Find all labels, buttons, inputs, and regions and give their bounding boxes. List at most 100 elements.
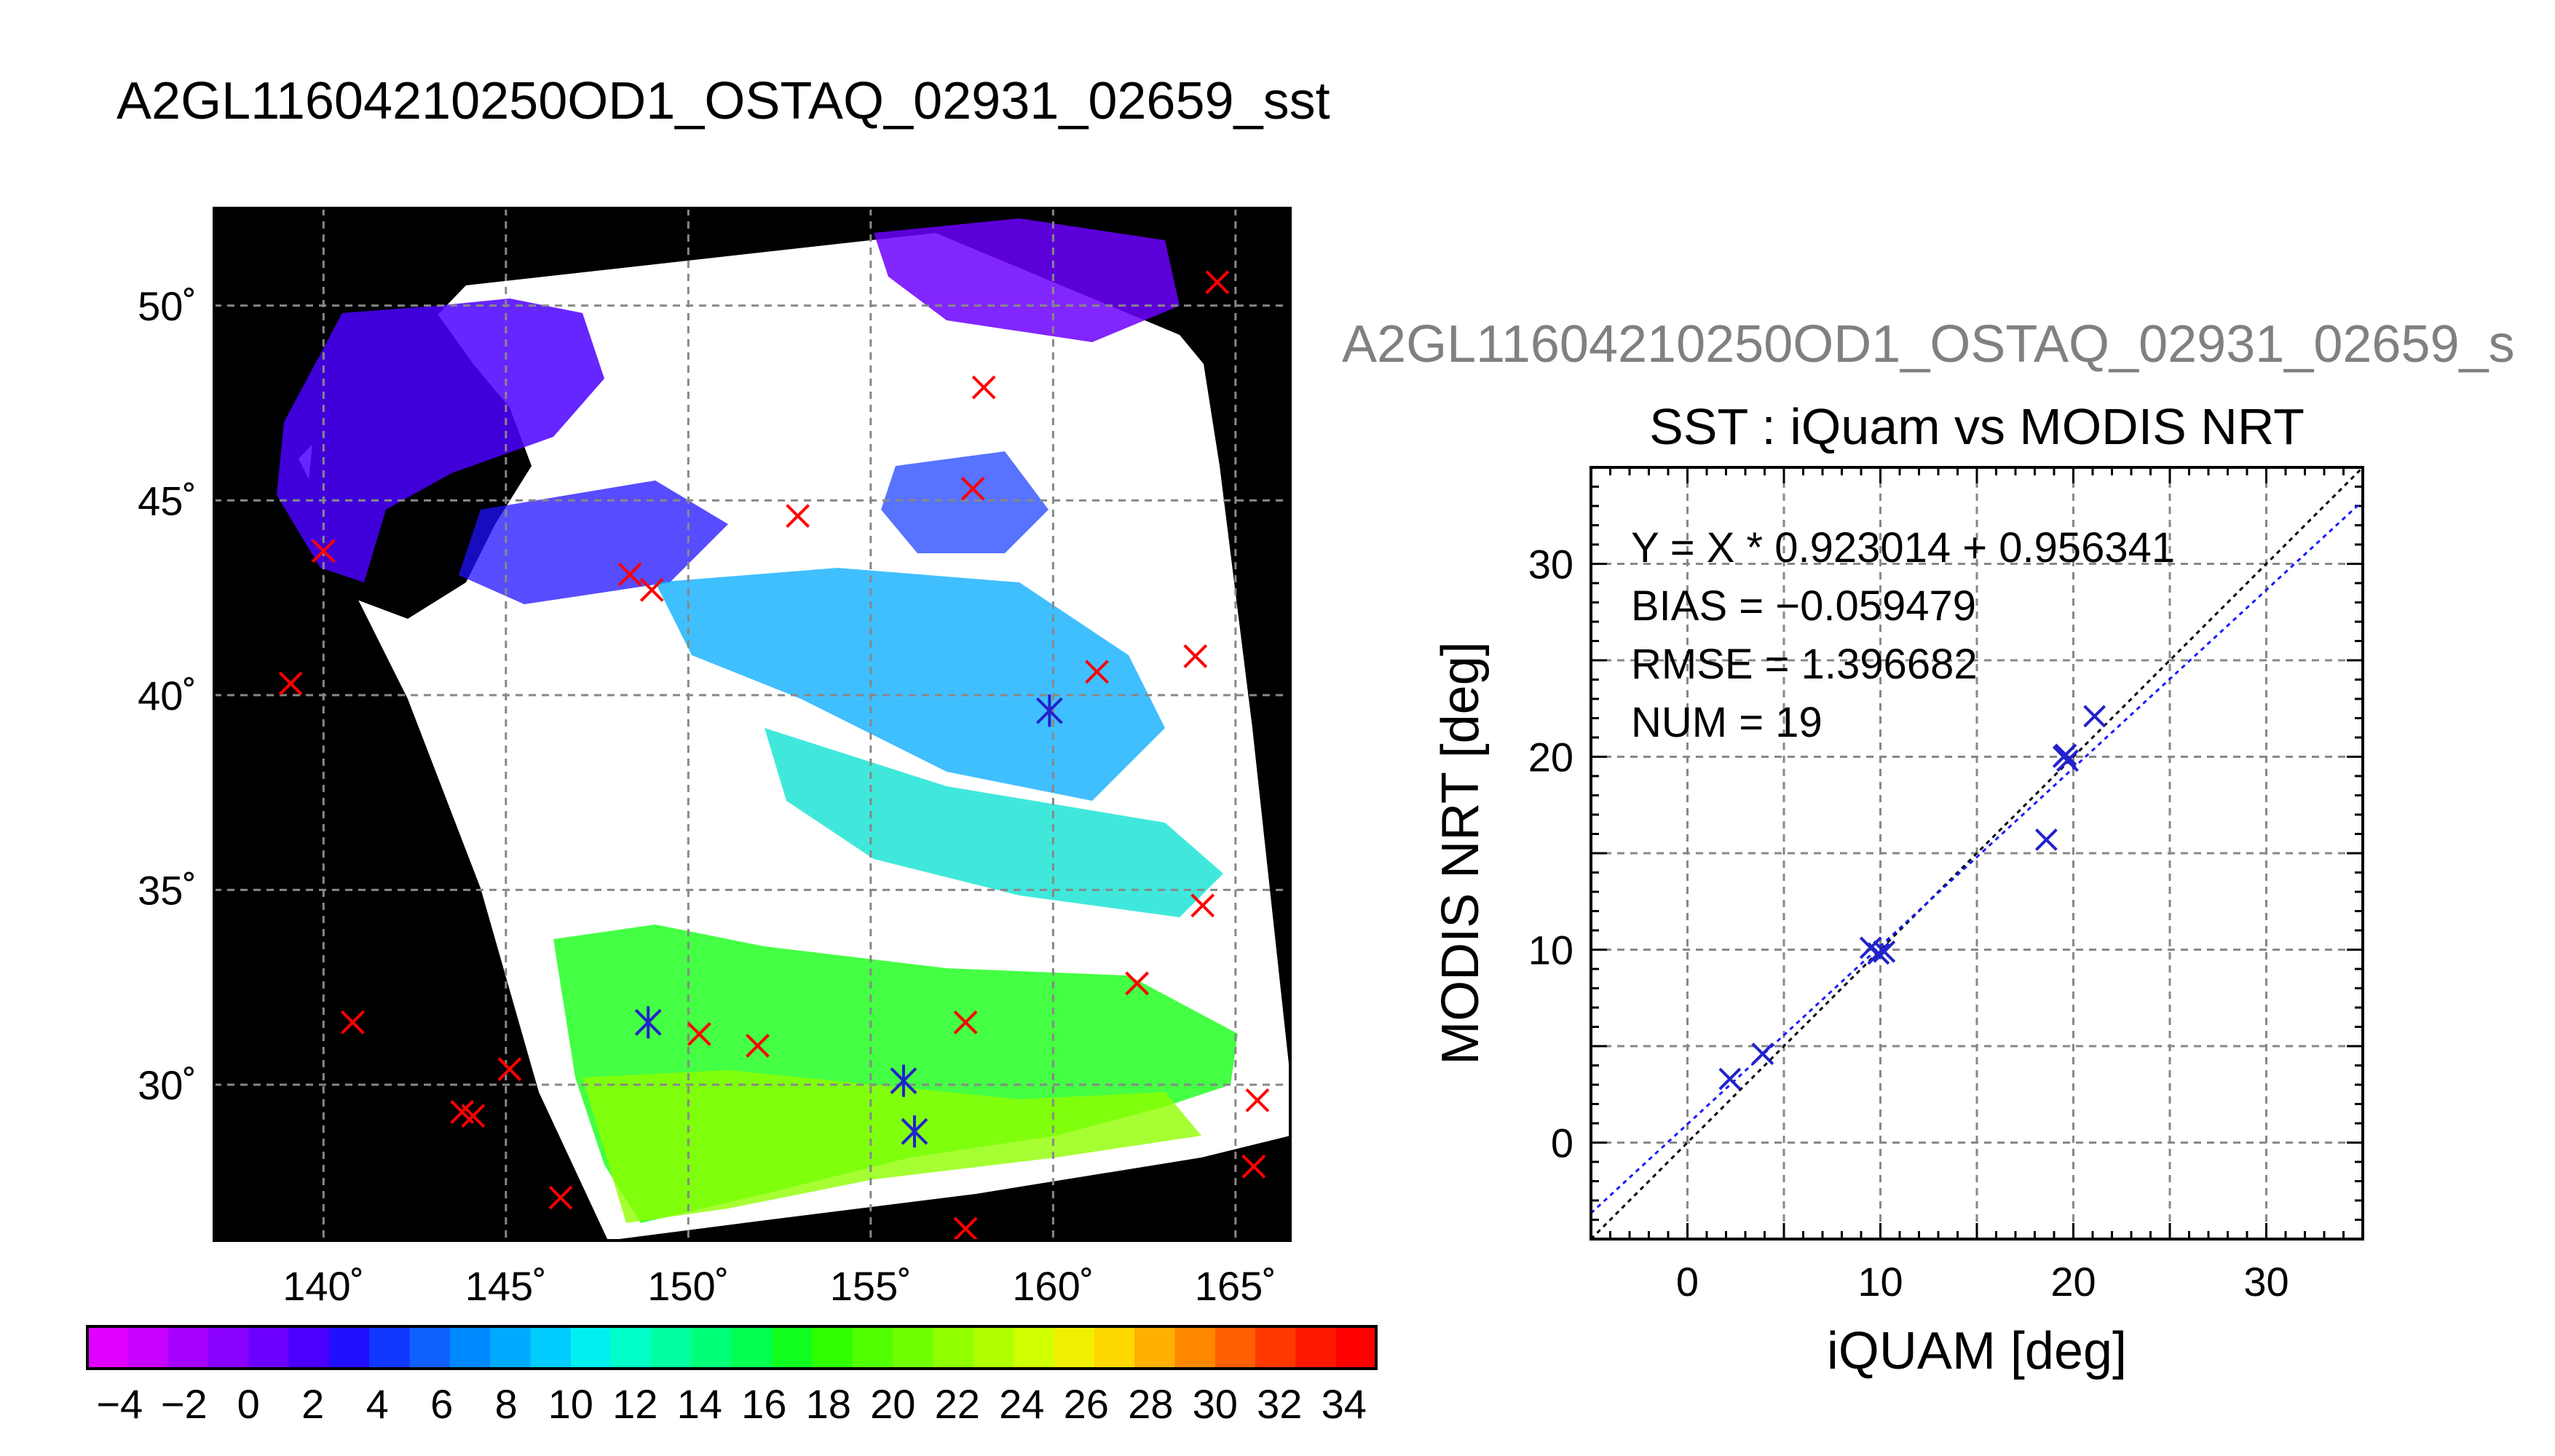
stat-num: NUM = 19	[1631, 699, 1823, 746]
map-lon-tick-label: 165˚	[1195, 1263, 1276, 1309]
scatter-point	[1873, 940, 1896, 963]
colorbar-tick-label: 22	[935, 1381, 980, 1427]
scatter-frame	[1590, 466, 2364, 1241]
colorbar-segment	[449, 1326, 491, 1369]
sst-patch-cyan	[655, 568, 1165, 801]
map-marker-red	[1125, 971, 1149, 996]
map-marker-red	[1085, 660, 1109, 684]
colorbar-tick-label: 16	[741, 1381, 786, 1427]
stat-bias: BIAS = −0.059479	[1631, 582, 1976, 630]
map-marker-red	[311, 539, 336, 563]
colorbar-segment	[1255, 1326, 1296, 1369]
map-blue-markers	[634, 695, 1063, 1148]
map-marker-red	[687, 1021, 711, 1046]
colorbar-segment	[1054, 1326, 1095, 1369]
colorbar-segment	[1134, 1326, 1176, 1369]
map-marker-blue	[890, 1064, 917, 1097]
map-lat-tick-label: 50˚	[138, 283, 197, 329]
sst-patch-mid-blue	[459, 480, 728, 604]
colorbar-segment	[732, 1326, 773, 1369]
map-panel: 140˚ 145˚ 150˚ 155˚ 160˚ 165˚ 30˚ 35˚ 40˚ 45˚ 50˚	[138, 207, 1292, 1309]
colorbar-segment	[208, 1326, 249, 1369]
colorbar-tick-label: 28	[1128, 1381, 1173, 1427]
scatter-point	[1718, 1067, 1742, 1091]
scatter-point	[2083, 705, 2106, 728]
scatter-x-axis-label: iQUAM [deg]	[1827, 1322, 2127, 1380]
sst-patch-mid-blue-b	[881, 451, 1049, 553]
scatter-y-tick-labels: 0 10 20 30	[1528, 542, 1573, 1166]
colorbar-segments	[87, 1326, 1377, 1369]
colorbar-tick-label: 0	[237, 1381, 260, 1427]
map-red-markers	[278, 270, 1270, 1241]
map-lat-labels: 30˚ 35˚ 40˚ 45˚ 50˚	[138, 283, 197, 1108]
colorbar-frame	[86, 1325, 1378, 1370]
scatter-points	[1718, 705, 2106, 1091]
map-marker-red	[340, 1010, 365, 1034]
map-marker-red	[1190, 893, 1215, 918]
sst-patch-north-b	[874, 218, 1180, 342]
colorbar-tick-label: 18	[806, 1381, 851, 1427]
sst-patch-lime	[583, 1070, 1201, 1223]
colorbar-tick-label: 2	[301, 1381, 324, 1427]
map-marker-red	[960, 476, 985, 501]
colorbar-segment	[1215, 1326, 1256, 1369]
colorbar-segment	[1094, 1326, 1135, 1369]
colorbar-segment	[288, 1326, 330, 1369]
colorbar-tick-label: 26	[1064, 1381, 1109, 1427]
stat-rmse: RMSE = 1.396682	[1631, 641, 1978, 688]
map-lat-tick-label: 30˚	[138, 1062, 197, 1108]
colorbar-segment	[893, 1326, 934, 1369]
map-marker-red	[639, 577, 664, 602]
map-marker-red	[971, 375, 996, 400]
colorbar-segment	[167, 1326, 209, 1369]
scatter-stats: Y = X * 0.923014 + 0.956341 BIAS = −0.05…	[1631, 524, 2175, 746]
colorbar-segment	[127, 1326, 169, 1369]
colorbar-segment	[369, 1326, 411, 1369]
colorbar-segment	[530, 1326, 572, 1369]
scatter-point	[2034, 828, 2058, 851]
map-lon-tick-label: 150˚	[647, 1263, 729, 1309]
map-gridlines	[214, 208, 1290, 1241]
colorbar-tick-label: 8	[495, 1381, 518, 1427]
scatter-x-tick-label: 20	[2050, 1259, 2096, 1305]
scatter-suptitle: A2GL11604210250OD1_OSTAQ_02931_02659_s	[1342, 315, 2515, 373]
map-marker-red	[1241, 1154, 1266, 1179]
colorbar-segment	[87, 1326, 128, 1369]
colorbar-tick-label: 14	[677, 1381, 722, 1427]
colorbar-tick-label: 6	[430, 1381, 453, 1427]
map-lon-labels: 140˚ 145˚ 150˚ 155˚ 160˚ 165˚	[283, 1263, 1276, 1309]
map-marker-red	[548, 1185, 573, 1210]
colorbar-tick-label: 30	[1193, 1381, 1238, 1427]
scatter-x-tick-label: 0	[1676, 1259, 1699, 1305]
colorbar-segment	[933, 1326, 974, 1369]
scatter-y-tick-label: 10	[1528, 927, 1573, 973]
colorbar-segment	[973, 1326, 1014, 1369]
map-frame	[213, 207, 1292, 1242]
map-lon-tick-label: 140˚	[283, 1263, 364, 1309]
map-lat-tick-label: 40˚	[138, 673, 197, 719]
colorbar-segment	[772, 1326, 813, 1369]
scatter-x-tick-label: 30	[2243, 1259, 2289, 1305]
colorbar-segment	[651, 1326, 692, 1369]
colorbar-tick-label: 4	[366, 1381, 389, 1427]
sst-patches	[277, 218, 1238, 1223]
colorbar-segment	[852, 1326, 893, 1369]
stat-equation: Y = X * 0.923014 + 0.956341	[1631, 524, 2175, 571]
map-marker-red	[497, 1057, 522, 1081]
colorbar-segment	[490, 1326, 532, 1369]
colorbar-tick-label: 10	[548, 1381, 593, 1427]
map-marker-red	[1245, 1088, 1270, 1112]
colorbar-segment	[328, 1326, 370, 1369]
identity-line	[1590, 466, 2364, 1241]
map-marker-red	[953, 1010, 978, 1034]
map-marker-red	[953, 1216, 978, 1241]
map-lon-tick-label: 155˚	[830, 1263, 912, 1309]
colorbar-tick-label: 20	[870, 1381, 915, 1427]
sst-patch-north	[277, 298, 604, 582]
map-marker-red	[617, 562, 642, 587]
colorbar-segment	[1174, 1326, 1216, 1369]
scatter-panel: A2GL11604210250OD1_OSTAQ_02931_02659_s S…	[1342, 315, 2515, 1380]
colorbar-tick-label: 34	[1322, 1381, 1367, 1427]
colorbar-segment	[812, 1326, 853, 1369]
